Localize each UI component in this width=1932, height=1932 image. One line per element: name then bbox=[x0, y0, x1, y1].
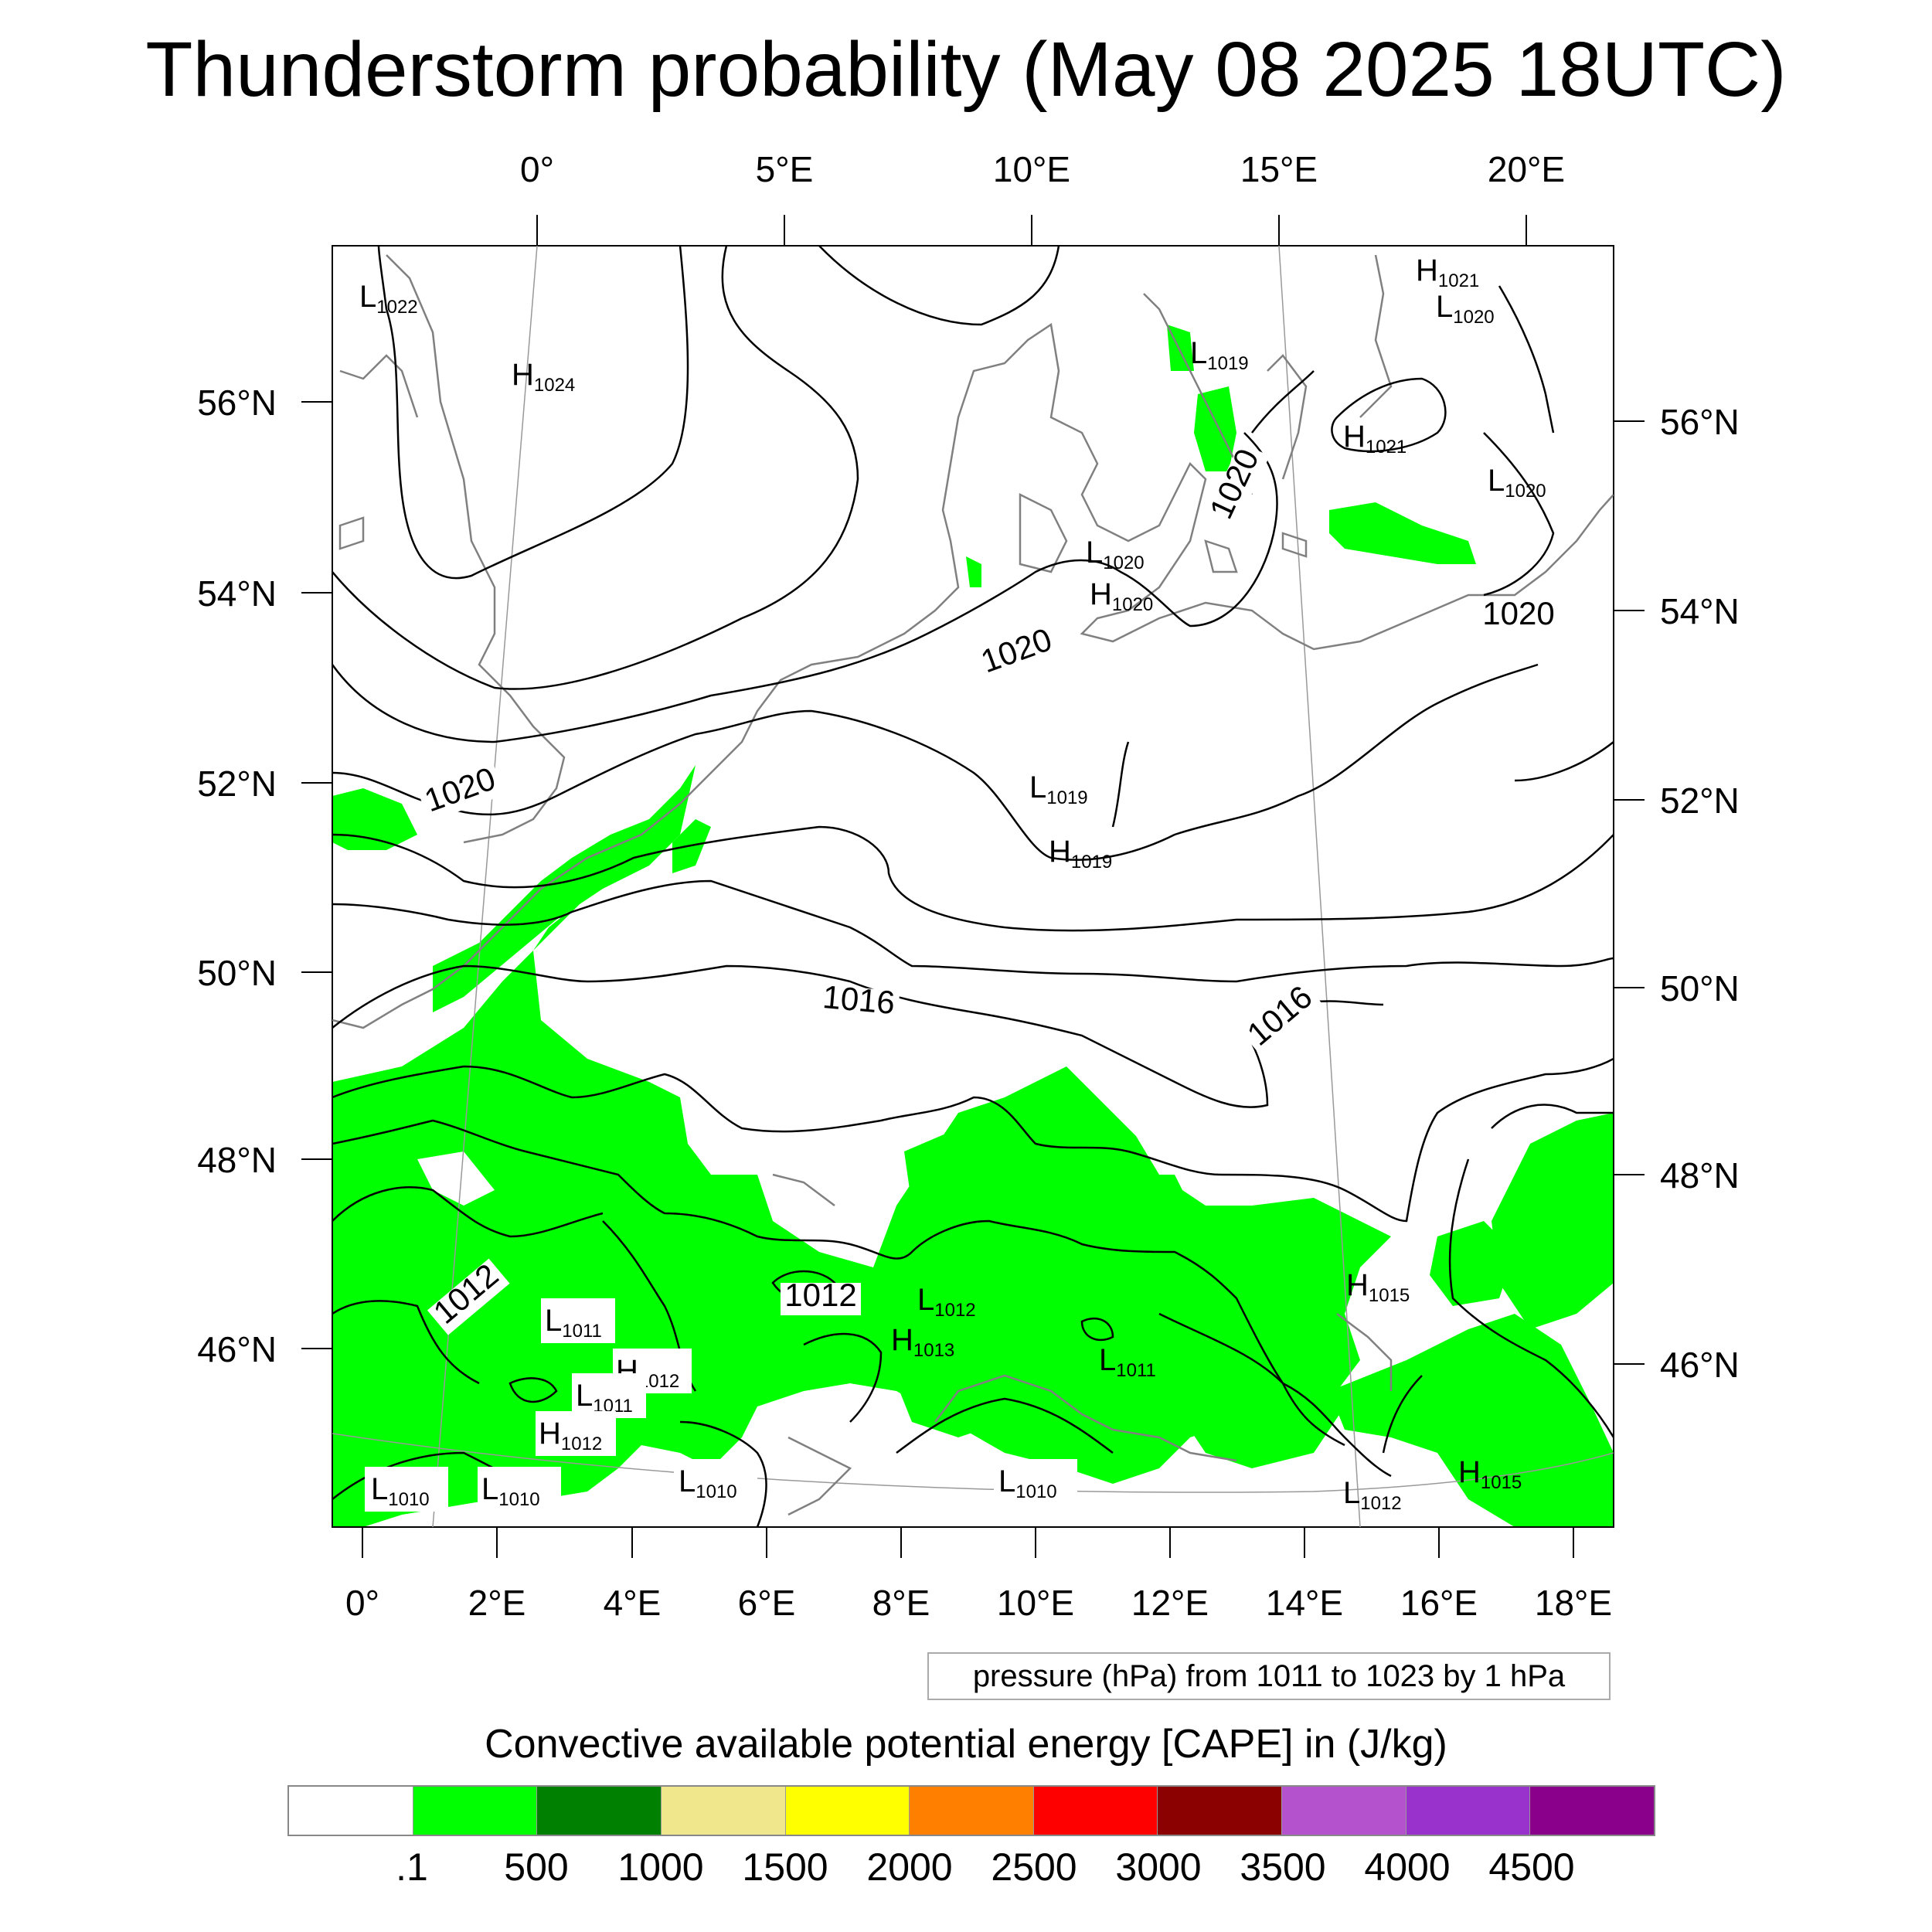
map-frame bbox=[332, 245, 1614, 1528]
map-title: Thunderstorm probability (May 08 2025 18… bbox=[145, 26, 1787, 113]
top-tick-label: 20°E bbox=[1488, 149, 1565, 189]
pressure-center-label: H1020 bbox=[1090, 577, 1153, 615]
bottom-tick-label: 14°E bbox=[1266, 1583, 1343, 1623]
colorbar-box bbox=[289, 1787, 413, 1835]
colorbar-label: .1 bbox=[396, 1845, 428, 1889]
colorbar-label: 1500 bbox=[742, 1845, 828, 1889]
pressure-center-label: L1012 bbox=[1343, 1476, 1402, 1514]
pressure-info-box: pressure (hPa) from 1011 to 1023 by 1 hP… bbox=[927, 1652, 1611, 1700]
pressure-center-label: L1020 bbox=[1488, 464, 1546, 502]
pressure-center-label: L1019 bbox=[1029, 770, 1088, 808]
colorbar-label: 3000 bbox=[1115, 1845, 1202, 1889]
coastlines bbox=[332, 254, 1614, 1516]
pressure-center-label: L1020 bbox=[1436, 290, 1495, 328]
top-axis-labels: 0° 5°E 10°E 15°E 20°E bbox=[520, 149, 1565, 189]
left-tick-label: 54°N bbox=[197, 573, 277, 614]
colorbar-label: 500 bbox=[504, 1845, 569, 1889]
pressure-center-label: L1022 bbox=[359, 280, 418, 318]
isobar-label: 1016 bbox=[821, 978, 896, 1021]
colorbar-label: 4500 bbox=[1488, 1845, 1575, 1889]
top-tick-label: 5°E bbox=[756, 149, 814, 189]
pressure-center-label: H1015 bbox=[1458, 1455, 1522, 1493]
pressure-center-label: L1010 bbox=[679, 1464, 737, 1502]
pressure-center-label: H1015 bbox=[1346, 1268, 1410, 1306]
pressure-center-label: H1012 bbox=[539, 1417, 602, 1454]
bottom-tick-label: 16°E bbox=[1400, 1583, 1478, 1623]
pressure-center-label: H1019 bbox=[1049, 835, 1112, 872]
colorbar-box bbox=[1158, 1787, 1283, 1835]
colorbar-box bbox=[1282, 1787, 1406, 1835]
top-tick-label: 10°E bbox=[993, 149, 1070, 189]
colorbar-label: 4000 bbox=[1364, 1845, 1451, 1889]
right-tick-label: 56°N bbox=[1660, 402, 1740, 442]
colorbar-box bbox=[1033, 1787, 1158, 1835]
pressure-center-label: L1020 bbox=[1086, 536, 1145, 573]
right-axis-labels: 56°N 54°N 52°N 50°N 48°N 46°N bbox=[1660, 402, 1740, 1385]
colorbar-box bbox=[413, 1787, 538, 1835]
isobar-labels: 1020 1020 1020 1020 1016 1016 1012 1012 bbox=[417, 442, 1559, 1335]
bottom-tick-label: 2°E bbox=[468, 1583, 526, 1623]
left-tick-label: 48°N bbox=[197, 1140, 277, 1180]
bottom-tick-label: 8°E bbox=[872, 1583, 930, 1623]
axis-ticks bbox=[301, 215, 1645, 1558]
pressure-center-label: H1024 bbox=[512, 358, 575, 396]
pressure-center-label: L1010 bbox=[998, 1464, 1057, 1502]
pressure-center-label: L1011 bbox=[545, 1304, 602, 1342]
right-tick-label: 46°N bbox=[1660, 1345, 1740, 1385]
colorbar-box bbox=[537, 1787, 662, 1835]
bottom-tick-label: 0° bbox=[345, 1583, 379, 1623]
pressure-center-label: H1013 bbox=[891, 1323, 954, 1361]
isobar-label: 1020 bbox=[1482, 595, 1554, 631]
bottom-tick-label: 10°E bbox=[997, 1583, 1074, 1623]
colorbar-label: 1000 bbox=[617, 1845, 704, 1889]
left-tick-label: 46°N bbox=[197, 1329, 277, 1369]
pressure-centers: L1022 H1024 L1019 H1021 L1020 H1021 L102… bbox=[359, 253, 1546, 1514]
right-tick-label: 52°N bbox=[1660, 781, 1740, 821]
right-tick-label: 54°N bbox=[1660, 591, 1740, 631]
bottom-tick-label: 6°E bbox=[738, 1583, 796, 1623]
bottom-tick-label: 4°E bbox=[604, 1583, 662, 1623]
cape-colorbar bbox=[287, 1785, 1655, 1836]
left-tick-label: 50°N bbox=[197, 953, 277, 993]
isobars bbox=[332, 246, 1614, 1527]
colorbar-box bbox=[1530, 1787, 1655, 1835]
left-axis-labels: 56°N 54°N 52°N 50°N 48°N 46°N bbox=[197, 383, 277, 1369]
left-tick-label: 56°N bbox=[197, 383, 277, 423]
pressure-center-label: H1021 bbox=[1343, 420, 1406, 457]
left-tick-label: 52°N bbox=[197, 764, 277, 804]
colorbar-box bbox=[1406, 1787, 1531, 1835]
colorbar-label: 3500 bbox=[1240, 1845, 1326, 1889]
legend-title: Convective available potential energy [C… bbox=[485, 1722, 1447, 1767]
colorbar-box bbox=[910, 1787, 1034, 1835]
top-tick-label: 15°E bbox=[1240, 149, 1318, 189]
isobar-label: 1012 bbox=[784, 1277, 856, 1313]
pressure-center-label: H1021 bbox=[1416, 253, 1479, 291]
cape-field bbox=[332, 325, 1614, 1527]
right-tick-label: 50°N bbox=[1660, 968, 1740, 1009]
bottom-axis-labels: 0° 2°E 4°E 6°E 8°E 10°E 12°E 14°E 16°E 1… bbox=[345, 1583, 1612, 1623]
pressure-center-label: L1012 bbox=[917, 1283, 976, 1321]
colorbar-box bbox=[661, 1787, 786, 1835]
pressure-center-label: L1019 bbox=[1190, 336, 1249, 374]
colorbar-box bbox=[785, 1787, 910, 1835]
colorbar-label: 2500 bbox=[991, 1845, 1077, 1889]
bottom-tick-label: 12°E bbox=[1131, 1583, 1209, 1623]
pressure-center-label: L1010 bbox=[481, 1472, 540, 1510]
colorbar-label: 2000 bbox=[866, 1845, 953, 1889]
right-tick-label: 48°N bbox=[1660, 1155, 1740, 1196]
bottom-tick-label: 18°E bbox=[1535, 1583, 1612, 1623]
top-tick-label: 0° bbox=[520, 149, 554, 189]
pressure-center-label: L1011 bbox=[1099, 1343, 1156, 1381]
pressure-center-label: L1010 bbox=[371, 1472, 430, 1510]
